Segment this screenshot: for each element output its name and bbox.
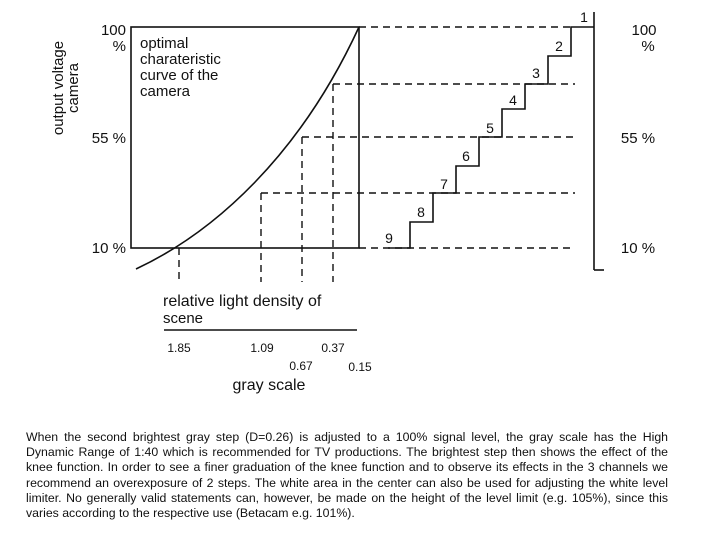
- right-tick-100-percent: %: [641, 38, 654, 55]
- curve-label-line3: curve of the: [140, 67, 218, 84]
- step-number-4: 4: [509, 92, 517, 108]
- x-axis-title-line2: scene: [163, 310, 203, 327]
- step-number-2: 2: [555, 38, 563, 54]
- y-tick-55: 55 %: [92, 130, 126, 147]
- density-value-0-67: 0.67: [289, 359, 313, 373]
- curve-label-line1: optimal: [140, 35, 188, 52]
- curve-label-line2: charateristic: [140, 51, 221, 68]
- characteristic-curve: [135, 26, 360, 270]
- y-axis-title-line2: camera: [65, 62, 82, 113]
- gray-scale-staircase: [388, 26, 594, 249]
- density-value-0-37: 0.37: [321, 341, 345, 355]
- right-tick-100-number: 100: [631, 22, 656, 39]
- gray-scale-diagram: output voltage camera 100 % 55 % 10 % op…: [50, 9, 657, 394]
- step-number-6: 6: [462, 148, 470, 164]
- step-number-1: 1: [580, 9, 588, 25]
- caption-paragraph: When the second brightest gray step (D=0…: [26, 430, 668, 521]
- right-tick-55: 55 %: [621, 130, 655, 147]
- density-value-1-09: 1.09: [250, 341, 274, 355]
- gray-scale-label: gray scale: [233, 377, 306, 394]
- x-axis-title-line1: relative light density of: [163, 293, 322, 310]
- density-value-1-85: 1.85: [167, 341, 191, 355]
- curve-label-line4: camera: [140, 83, 191, 100]
- step-number-9: 9: [385, 230, 393, 246]
- density-value-0-15: 0.15: [348, 360, 372, 374]
- step-number-5: 5: [486, 120, 494, 136]
- curve-plot-frame: [130, 26, 360, 249]
- y-tick-100-number: 100: [101, 22, 126, 39]
- right-tick-10: 10 %: [621, 240, 655, 257]
- step-number-3: 3: [532, 65, 540, 81]
- y-tick-10: 10 %: [92, 240, 126, 257]
- step-number-8: 8: [417, 204, 425, 220]
- y-axis-title-line1: output voltage: [50, 41, 67, 135]
- step-number-7: 7: [440, 176, 448, 192]
- y-tick-100-percent: %: [113, 38, 126, 55]
